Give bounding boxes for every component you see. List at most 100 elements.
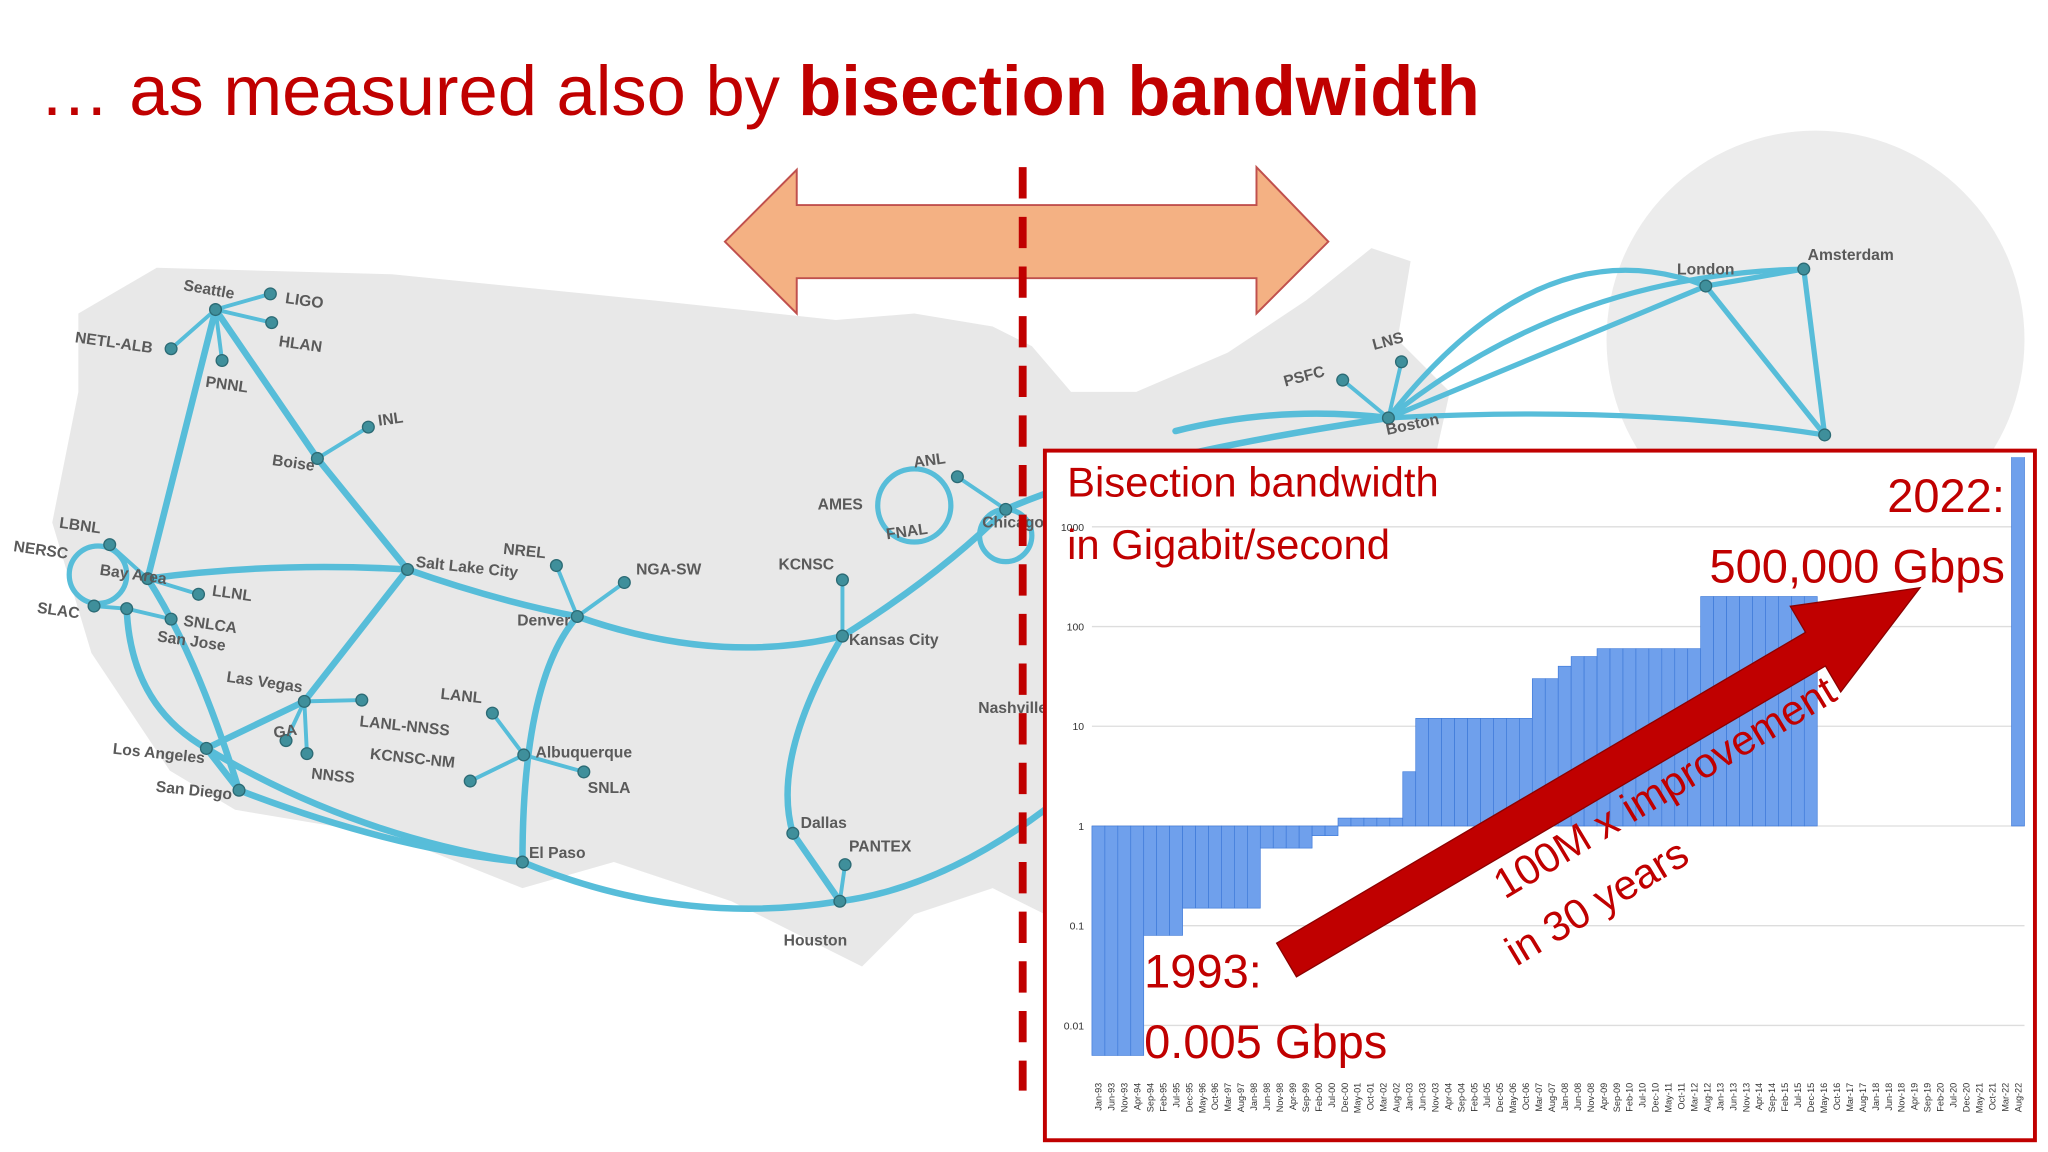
bar [1182, 825, 1196, 909]
network-link [1386, 359, 1404, 420]
network-node [549, 559, 563, 573]
x-tick-label: Mar-17 [1845, 1083, 1855, 1112]
x-tick-label: Aug-02 [1392, 1083, 1402, 1112]
map-label: Houston [784, 933, 847, 950]
x-tick-label: Oct-11 [1677, 1083, 1687, 1110]
network-node [835, 629, 849, 643]
x-tick-label: May-16 [1819, 1083, 1829, 1113]
x-tick-label: Jan-93 [1094, 1083, 1104, 1111]
bar [1298, 825, 1313, 849]
europe-landmass [1606, 130, 2025, 549]
network-link [1385, 266, 1807, 421]
network-node [400, 562, 415, 576]
bar [2011, 457, 2025, 827]
x-tick-label: Nov-08 [1586, 1083, 1596, 1112]
slide-title: … as measured also by bisection bandwidth [39, 51, 1480, 130]
network-link [1385, 283, 1709, 421]
network-link [302, 698, 364, 704]
network-link [784, 632, 846, 905]
x-tick-label: Jul-05 [1482, 1083, 1492, 1108]
bar [1117, 825, 1132, 1056]
network-node [164, 342, 178, 356]
network-node [1699, 279, 1713, 293]
map-label: FNAL [885, 521, 929, 544]
network-link [169, 307, 218, 351]
x-tick-label: Dec-95 [1184, 1083, 1194, 1112]
y-tick-label: 0.1 [1070, 922, 1085, 933]
x-tick-label: Jan-18 [1871, 1083, 1881, 1111]
network-link [404, 566, 581, 620]
network-node [199, 741, 213, 755]
x-tick-label: Jul-15 [1793, 1083, 1803, 1108]
bar [1208, 825, 1222, 909]
bar [1234, 825, 1248, 909]
network-node [300, 747, 314, 761]
y-tick-label: 1000 [1061, 523, 1084, 534]
network-node [215, 353, 229, 368]
map-label: Kansas City [849, 632, 939, 649]
start-year: 1993: [1144, 944, 1262, 997]
x-tick-label: Jul-95 [1171, 1083, 1181, 1108]
x-tick-label: Jun-98 [1262, 1083, 1272, 1111]
bar [1324, 825, 1339, 836]
x-tick-label: Mar-22 [2000, 1083, 2010, 1112]
x-tick-label: Nov-03 [1430, 1083, 1440, 1112]
x-tick-label: Jul-10 [1638, 1083, 1648, 1108]
network-link [1340, 378, 1391, 420]
network-node [361, 420, 375, 434]
network-node [950, 470, 964, 484]
map-label: HLAN [278, 333, 323, 356]
network-node [1336, 373, 1350, 387]
network-link [315, 425, 371, 461]
bar [1389, 817, 1404, 827]
network-node [355, 693, 369, 707]
network-link [575, 580, 627, 619]
network-node [120, 602, 134, 616]
network-node [1797, 262, 1811, 276]
bar [1259, 825, 1274, 849]
x-tick-label: May-11 [1664, 1083, 1674, 1113]
title-regular: … as measured also by [39, 51, 781, 130]
bar [1130, 825, 1145, 1056]
map-label: AMES [818, 496, 863, 513]
network-node [835, 573, 849, 587]
map-label: LLNL [211, 583, 253, 605]
x-tick-label: Mar-97 [1223, 1083, 1233, 1112]
chart-unit: in Gigabit/second [1067, 521, 1390, 568]
x-tick-label: Jun-13 [1728, 1083, 1738, 1111]
bar [1195, 825, 1209, 909]
network-link [123, 605, 210, 752]
network-node [463, 774, 477, 788]
bar [1402, 771, 1417, 827]
x-tick-label: Mar-07 [1534, 1083, 1544, 1112]
network-link [203, 745, 243, 794]
map-label: El Paso [529, 845, 586, 862]
network-node [1381, 411, 1395, 425]
x-tick-label: Nov-18 [1897, 1083, 1907, 1112]
network-node [192, 587, 206, 601]
x-tick-label: Apr-04 [1443, 1083, 1453, 1110]
network-link [144, 306, 219, 582]
network-link [574, 613, 846, 651]
bar [1091, 825, 1106, 1056]
network-link [519, 858, 844, 912]
x-tick-label: Sep-99 [1301, 1083, 1311, 1112]
map-label: LIGO [284, 290, 324, 312]
x-tick-label: Mar-02 [1379, 1083, 1389, 1112]
x-tick-label: May-01 [1353, 1083, 1363, 1113]
x-tick-label: Jun-03 [1417, 1083, 1427, 1111]
x-tick-label: Dec-05 [1495, 1083, 1505, 1112]
x-tick-label: Nov-93 [1120, 1083, 1130, 1112]
x-tick-label: Apr-19 [1910, 1083, 1920, 1110]
x-tick-label: Aug-12 [1702, 1083, 1712, 1112]
network-node [577, 765, 591, 779]
network-node [103, 538, 117, 552]
network-node [141, 572, 155, 586]
network-node [786, 826, 800, 840]
network-link [1385, 411, 1828, 438]
network-node [263, 287, 277, 301]
network-link [213, 291, 273, 312]
x-tick-label: Oct-96 [1210, 1083, 1220, 1110]
x-tick-label: Aug-97 [1236, 1083, 1246, 1112]
